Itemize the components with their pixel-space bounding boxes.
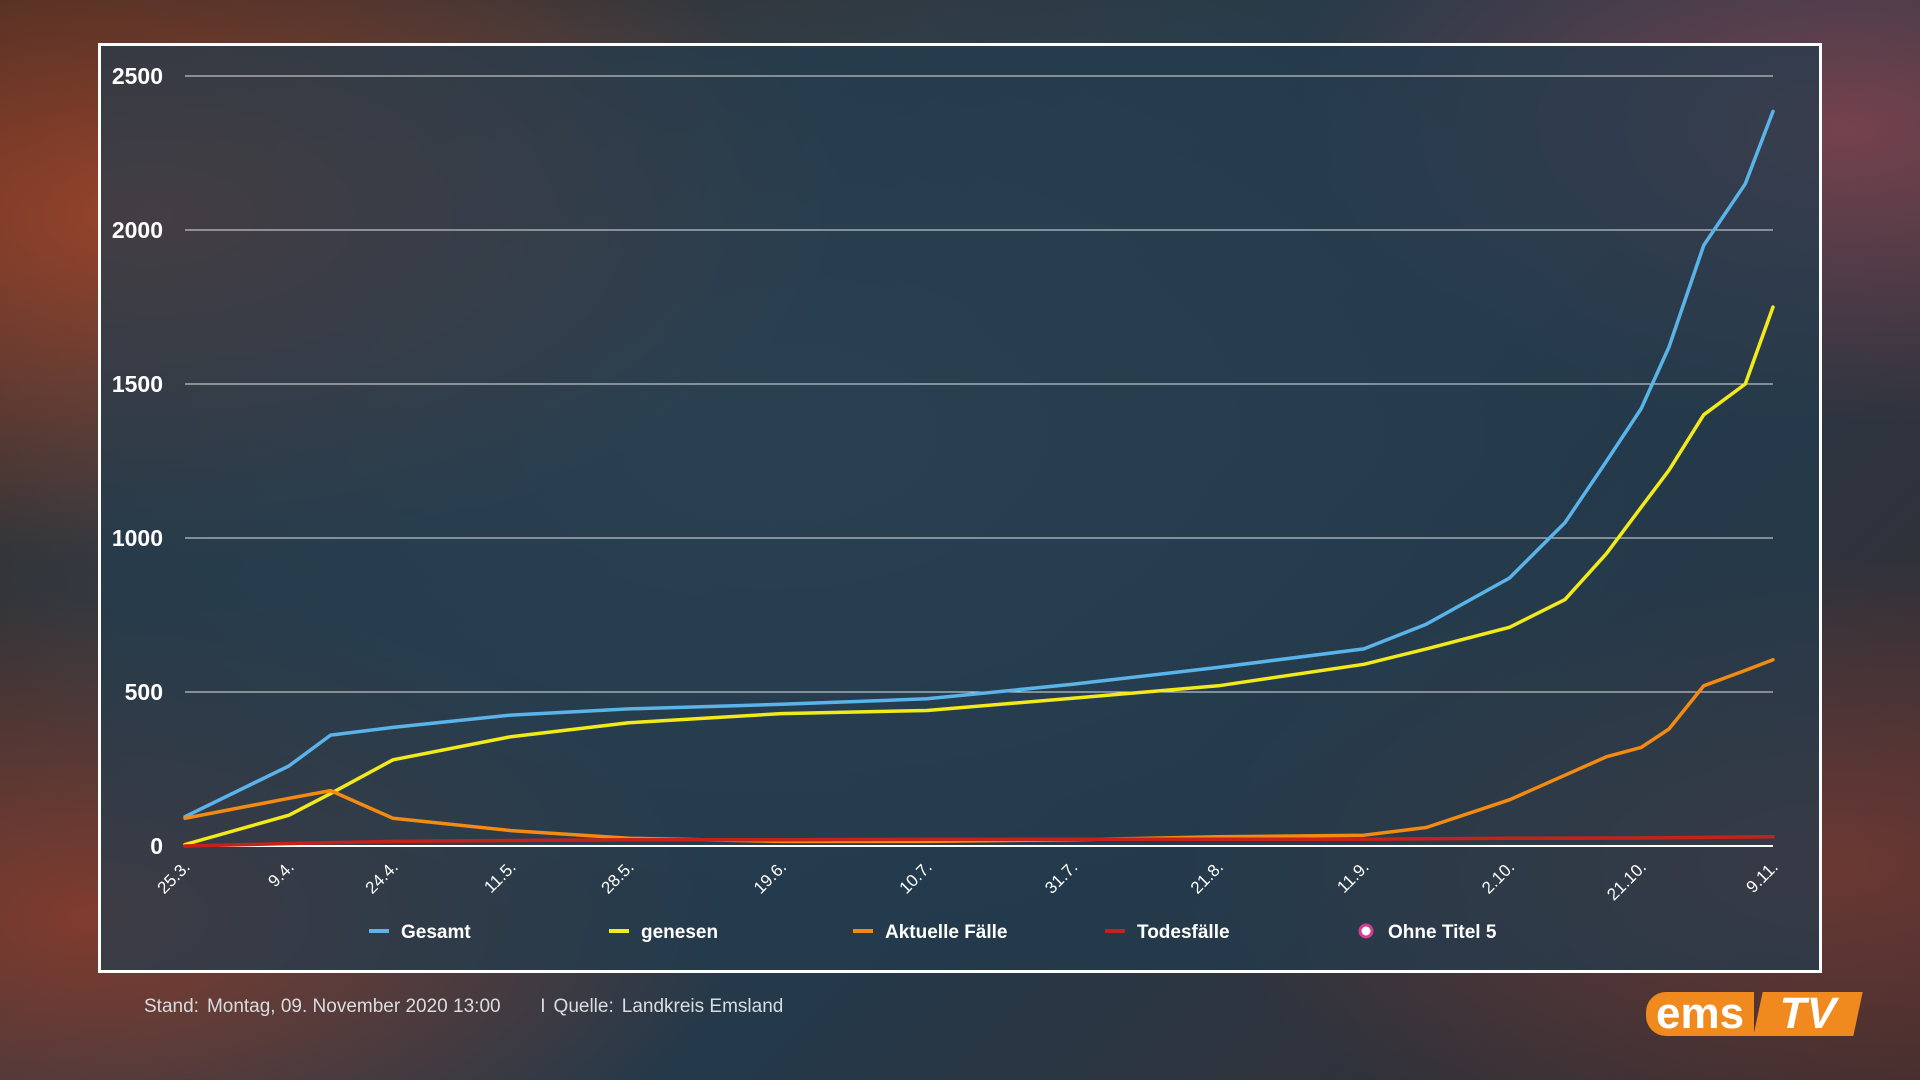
logo-part-ems: ems (1646, 992, 1755, 1036)
x-tick-label: 24.4. (362, 857, 402, 897)
line-chart: 0 500 1000 1500 2000 2500 25.3. 9.4. 24.4. 11.5. 2… (112, 63, 1782, 943)
x-tick-label: 21.10. (1603, 857, 1650, 904)
x-tick-label: 21.8. (1187, 857, 1227, 897)
x-tick-label: 25.3. (154, 857, 194, 897)
x-tick-label: 9.4. (264, 857, 297, 890)
ems-tv-logo: ems TV (1646, 989, 1864, 1038)
stand-label: Stand: (144, 996, 199, 1017)
x-tick-label: 10.7. (896, 857, 936, 897)
y-tick-label: 2000 (112, 217, 163, 243)
legend-swatch (1358, 923, 1374, 939)
legend-label: Aktuelle Fälle (885, 922, 1008, 943)
y-tick-label: 500 (125, 679, 163, 705)
y-tick-label: 1500 (112, 371, 163, 397)
chart-frame: 0 500 1000 1500 2000 2500 25.3. 9.4. 24.4. 11.5. 2… (98, 43, 1822, 973)
series-line (183, 835, 1775, 848)
series-line (183, 109, 1775, 819)
legend-label: genesen (641, 922, 718, 943)
legend-label: Todesfälle (1137, 922, 1230, 943)
y-tick-label: 2500 (112, 63, 163, 89)
source-label: Quelle: (553, 996, 614, 1017)
x-tick-label: 11.5. (480, 857, 519, 896)
x-tick-label: 2.10. (1478, 857, 1518, 897)
legend-label: Gesamt (401, 922, 471, 943)
y-tick-label: 1000 (112, 525, 163, 551)
legend-label: Ohne Titel 5 (1388, 922, 1497, 943)
logo-part-tv: TV (1753, 989, 1863, 1038)
x-tick-label: 19.6. (750, 857, 790, 897)
series-line (183, 657, 1775, 844)
series-line (183, 305, 1775, 847)
stand-value: Montag, 09. November 2020 13:00 (206, 996, 501, 1017)
y-tick-label: 0 (150, 833, 163, 859)
x-tick-label: 9.11. (1743, 857, 1782, 896)
footer-separator: I (540, 996, 546, 1017)
x-tick-label: 31.7. (1041, 857, 1081, 897)
x-tick-label: 28.5. (597, 857, 637, 897)
source-value: Landkreis Emsland (621, 996, 784, 1017)
x-tick-label: 11.9. (1333, 857, 1372, 896)
